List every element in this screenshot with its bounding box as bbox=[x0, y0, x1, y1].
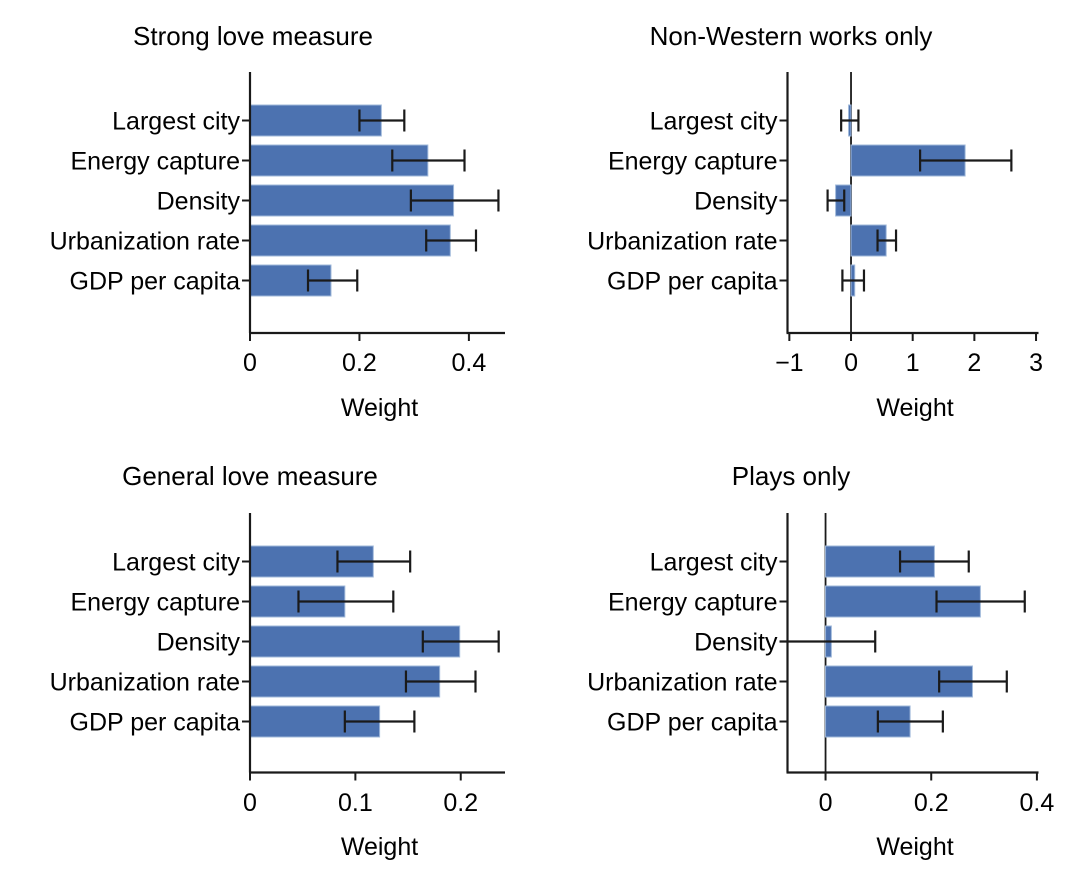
error-bar-largest-city bbox=[840, 109, 860, 132]
error-bar-largest-city bbox=[898, 550, 970, 573]
x-axis-label: Weight bbox=[341, 394, 418, 422]
error-bar-energy-capture bbox=[935, 590, 1026, 613]
error-bar-gdp-per-capita bbox=[343, 710, 416, 733]
error-bar-urbanization-rate bbox=[404, 670, 477, 693]
category-label-energy-capture: Energy capture bbox=[70, 589, 240, 617]
x-axis-label: Weight bbox=[876, 833, 953, 861]
category-label-largest-city: Largest city bbox=[650, 108, 778, 136]
category-label-energy-capture: Energy capture bbox=[608, 148, 778, 176]
error-bar-energy-capture bbox=[918, 149, 1013, 172]
category-label-gdp-per-capita: GDP per capita bbox=[70, 709, 241, 737]
chart-title: Non-Western works only bbox=[650, 21, 933, 51]
panel-non-western-works-only: Non-Western works only Largest city Energy… bbox=[587, 21, 1043, 422]
error-bar-density bbox=[421, 630, 500, 653]
chart-title: Strong love measure bbox=[133, 21, 373, 51]
x-tick-label: 0 bbox=[819, 789, 833, 817]
bar-urbanization-rate bbox=[249, 224, 451, 257]
category-label-largest-city: Largest city bbox=[112, 108, 240, 136]
category-label-urbanization-rate: Urbanization rate bbox=[587, 669, 777, 697]
category-label-urbanization-rate: Urbanization rate bbox=[50, 228, 240, 256]
x-tick-label: 3 bbox=[1029, 349, 1043, 377]
x-tick-label: 1 bbox=[906, 349, 920, 377]
error-bar-density bbox=[409, 189, 500, 212]
error-bar-urbanization-rate bbox=[425, 229, 478, 252]
x-tick-label: −1 bbox=[775, 349, 804, 377]
category-label-density: Density bbox=[694, 629, 778, 657]
error-bar-gdp-per-capita bbox=[306, 269, 359, 292]
x-tick-label: 2 bbox=[967, 349, 981, 377]
error-bar-density bbox=[779, 630, 877, 653]
category-label-density: Density bbox=[694, 188, 778, 216]
category-label-gdp-per-capita: GDP per capita bbox=[607, 268, 778, 296]
x-tick-label: 0 bbox=[243, 789, 257, 817]
error-bar-gdp-per-capita bbox=[841, 269, 866, 292]
error-bar-largest-city bbox=[358, 109, 406, 132]
category-label-gdp-per-capita: GDP per capita bbox=[70, 268, 241, 296]
error-bar-energy-capture bbox=[391, 149, 466, 172]
x-tick-label: 0.2 bbox=[914, 789, 949, 817]
category-label-density: Density bbox=[157, 188, 241, 216]
x-axis-label: Weight bbox=[876, 394, 953, 422]
category-label-energy-capture: Energy capture bbox=[70, 148, 240, 176]
error-bar-largest-city bbox=[336, 550, 412, 573]
chart-title: Plays only bbox=[732, 461, 851, 491]
x-tick-label: 0 bbox=[243, 349, 257, 377]
x-tick-label: 0.4 bbox=[1020, 789, 1055, 817]
error-bar-urbanization-rate bbox=[876, 229, 898, 252]
panel-plays-only: Plays only Largest city Energy capture Dens… bbox=[587, 461, 1054, 861]
category-label-largest-city: Largest city bbox=[650, 549, 778, 577]
category-label-urbanization-rate: Urbanization rate bbox=[50, 669, 240, 697]
category-label-largest-city: Largest city bbox=[112, 549, 240, 577]
x-tick-label: 0.2 bbox=[342, 349, 377, 377]
panel-general-love-measure: General love measure Largest city Energy c… bbox=[50, 461, 505, 861]
x-tick-label: 0.2 bbox=[443, 789, 478, 817]
category-label-energy-capture: Energy capture bbox=[608, 589, 778, 617]
x-tick-label: 0.1 bbox=[338, 789, 373, 817]
category-label-gdp-per-capita: GDP per capita bbox=[607, 709, 778, 737]
x-tick-label: 0.4 bbox=[452, 349, 487, 377]
error-bar-gdp-per-capita bbox=[876, 710, 944, 733]
category-label-density: Density bbox=[157, 629, 241, 657]
error-bar-energy-capture bbox=[297, 590, 395, 613]
x-axis-label: Weight bbox=[341, 833, 418, 861]
category-label-urbanization-rate: Urbanization rate bbox=[587, 228, 777, 256]
error-bar-urbanization-rate bbox=[938, 670, 1008, 693]
chart-title: General love measure bbox=[122, 461, 378, 491]
error-bar-density bbox=[826, 189, 846, 212]
x-tick-label: 0 bbox=[844, 349, 858, 377]
panel-strong-love-measure: Strong love measure Largest city Energy ca… bbox=[50, 21, 505, 422]
